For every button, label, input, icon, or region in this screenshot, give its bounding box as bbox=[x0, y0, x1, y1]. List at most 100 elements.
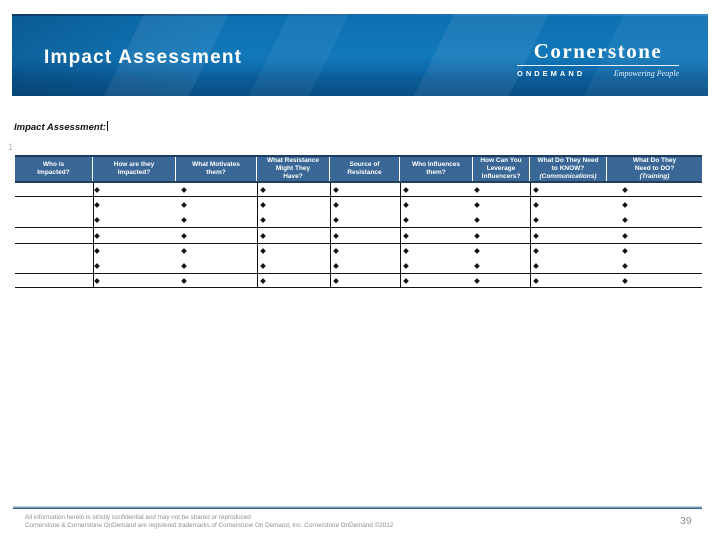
banner-streak bbox=[230, 14, 364, 96]
footer-disclaimer: All information herein is strictly confi… bbox=[25, 514, 485, 530]
bullet-diamond-icon bbox=[181, 186, 187, 193]
table-row bbox=[15, 228, 702, 244]
bullet-diamond-icon bbox=[474, 201, 480, 208]
column-header-label: What Do They Need to DO? bbox=[632, 157, 677, 173]
bullet-line bbox=[15, 212, 702, 227]
bullet-line bbox=[15, 228, 702, 243]
bullet-diamond-icon bbox=[622, 186, 628, 193]
bullet-diamond-icon bbox=[94, 186, 100, 193]
column-header-sublabel: (Training) bbox=[639, 172, 670, 180]
column-header-what-motivates: What Motivates them? bbox=[176, 157, 257, 181]
title-banner: Impact Assessment Cornerstone ONDEMAND E… bbox=[12, 14, 708, 96]
bullet-diamond-icon bbox=[622, 262, 628, 269]
bullet-diamond-icon bbox=[622, 201, 628, 208]
column-header-leverage-influencers: How Can You Leverage Influencers? bbox=[473, 157, 530, 181]
bullet-diamond-icon bbox=[533, 201, 539, 208]
bullet-diamond-icon bbox=[181, 232, 187, 239]
bullet-diamond-icon bbox=[181, 262, 187, 269]
column-header-label: What Do They Need to KNOW? bbox=[537, 157, 599, 173]
bullet-diamond-icon bbox=[533, 216, 539, 223]
bullet-diamond-icon bbox=[622, 232, 628, 239]
text-cursor bbox=[107, 121, 109, 131]
column-header-resistance: What Resistance Might They Have? bbox=[257, 157, 330, 181]
table-row bbox=[15, 244, 702, 274]
bullet-diamond-icon bbox=[94, 201, 100, 208]
column-header-label: Who Influences them? bbox=[411, 161, 461, 176]
bullet-diamond-icon bbox=[474, 186, 480, 193]
column-header-need-to-know: What Do They Need to KNOW? (Communication… bbox=[530, 157, 607, 181]
bullet-diamond-icon bbox=[260, 277, 266, 284]
bullet-diamond-icon bbox=[94, 232, 100, 239]
column-header-label: What Motivates them? bbox=[192, 161, 240, 176]
bullet-diamond-icon bbox=[403, 186, 409, 193]
bullet-diamond-icon bbox=[94, 216, 100, 223]
column-header-label: What Resistance Might They Have? bbox=[266, 157, 320, 180]
table-row bbox=[15, 197, 702, 228]
bullet-diamond-icon bbox=[474, 248, 480, 255]
disclaimer-line-1: All information herein is strictly confi… bbox=[25, 514, 251, 521]
bullet-diamond-icon bbox=[474, 216, 480, 223]
column-header-source-resistance: Source of Resistance bbox=[330, 157, 400, 181]
bullet-diamond-icon bbox=[333, 262, 339, 269]
bullet-diamond-icon bbox=[260, 262, 266, 269]
bullet-diamond-icon bbox=[181, 277, 187, 284]
bullet-diamond-icon bbox=[181, 248, 187, 255]
bullet-diamond-icon bbox=[333, 186, 339, 193]
bullet-diamond-icon bbox=[533, 232, 539, 239]
bullet-diamond-icon bbox=[622, 277, 628, 284]
bullet-diamond-icon bbox=[403, 277, 409, 284]
bullet-diamond-icon bbox=[403, 216, 409, 223]
table-row bbox=[15, 274, 702, 288]
bullet-diamond-icon bbox=[622, 248, 628, 255]
logo-divider bbox=[517, 65, 679, 67]
bullet-line bbox=[15, 274, 702, 287]
bullet-diamond-icon bbox=[333, 232, 339, 239]
page-number: 39 bbox=[680, 515, 692, 527]
bullet-diamond-icon bbox=[94, 248, 100, 255]
bullet-diamond-icon bbox=[533, 277, 539, 284]
bullet-line bbox=[15, 183, 702, 196]
bullet-diamond-icon bbox=[94, 277, 100, 284]
bullet-line bbox=[15, 197, 702, 212]
bullet-diamond-icon bbox=[622, 216, 628, 223]
bullet-diamond-icon bbox=[533, 248, 539, 255]
bullet-diamond-icon bbox=[260, 186, 266, 193]
column-header-label: How Can You Leverage Influencers? bbox=[480, 157, 522, 180]
logo-tagline: Empowering People bbox=[613, 69, 679, 79]
column-header-label: Source of Resistance bbox=[347, 161, 382, 176]
logo-ondemand-text: ONDEMAND bbox=[517, 69, 586, 79]
bullet-diamond-icon bbox=[403, 262, 409, 269]
cornerstone-logo: Cornerstone ONDEMAND Empowering People bbox=[516, 40, 680, 78]
bullet-diamond-icon bbox=[333, 201, 339, 208]
column-header-need-to-do: What Do They Need to DO? (Training) bbox=[607, 157, 702, 181]
bullet-diamond-icon bbox=[333, 248, 339, 255]
table-title-textbox[interactable]: Impact Assessment: bbox=[14, 121, 109, 133]
bullet-diamond-icon bbox=[333, 277, 339, 284]
column-header-label: How are they Impacted? bbox=[113, 161, 155, 176]
table-header-row: Who is Impacted? How are they Impacted? … bbox=[15, 155, 702, 183]
column-header-how-impacted: How are they Impacted? bbox=[93, 157, 176, 181]
bullet-diamond-icon bbox=[181, 216, 187, 223]
bullet-diamond-icon bbox=[403, 248, 409, 255]
bullet-diamond-icon bbox=[333, 216, 339, 223]
table-column-divider bbox=[93, 183, 94, 288]
bullet-diamond-icon bbox=[260, 248, 266, 255]
bullet-line bbox=[15, 244, 702, 259]
disclaimer-line-2: Cornerstone & Cornerstone OnDemand are r… bbox=[25, 522, 394, 530]
table-column-divider bbox=[530, 183, 531, 288]
impact-assessment-table[interactable]: Who is Impacted? How are they Impacted? … bbox=[15, 155, 702, 288]
bullet-line bbox=[15, 259, 702, 274]
bullet-diamond-icon bbox=[260, 232, 266, 239]
bullet-diamond-icon bbox=[474, 232, 480, 239]
bullet-diamond-icon bbox=[260, 216, 266, 223]
column-header-who-influences: Who Influences them? bbox=[400, 157, 473, 181]
table-title-label: Impact Assessment: bbox=[14, 122, 107, 133]
table-column-divider bbox=[257, 183, 258, 288]
column-header-who-impacted: Who is Impacted? bbox=[15, 157, 93, 181]
bullet-diamond-icon bbox=[181, 201, 187, 208]
bullet-diamond-icon bbox=[474, 277, 480, 284]
bullet-diamond-icon bbox=[533, 262, 539, 269]
table-body bbox=[15, 183, 702, 288]
table-row bbox=[15, 183, 702, 197]
table-column-divider bbox=[400, 183, 401, 288]
